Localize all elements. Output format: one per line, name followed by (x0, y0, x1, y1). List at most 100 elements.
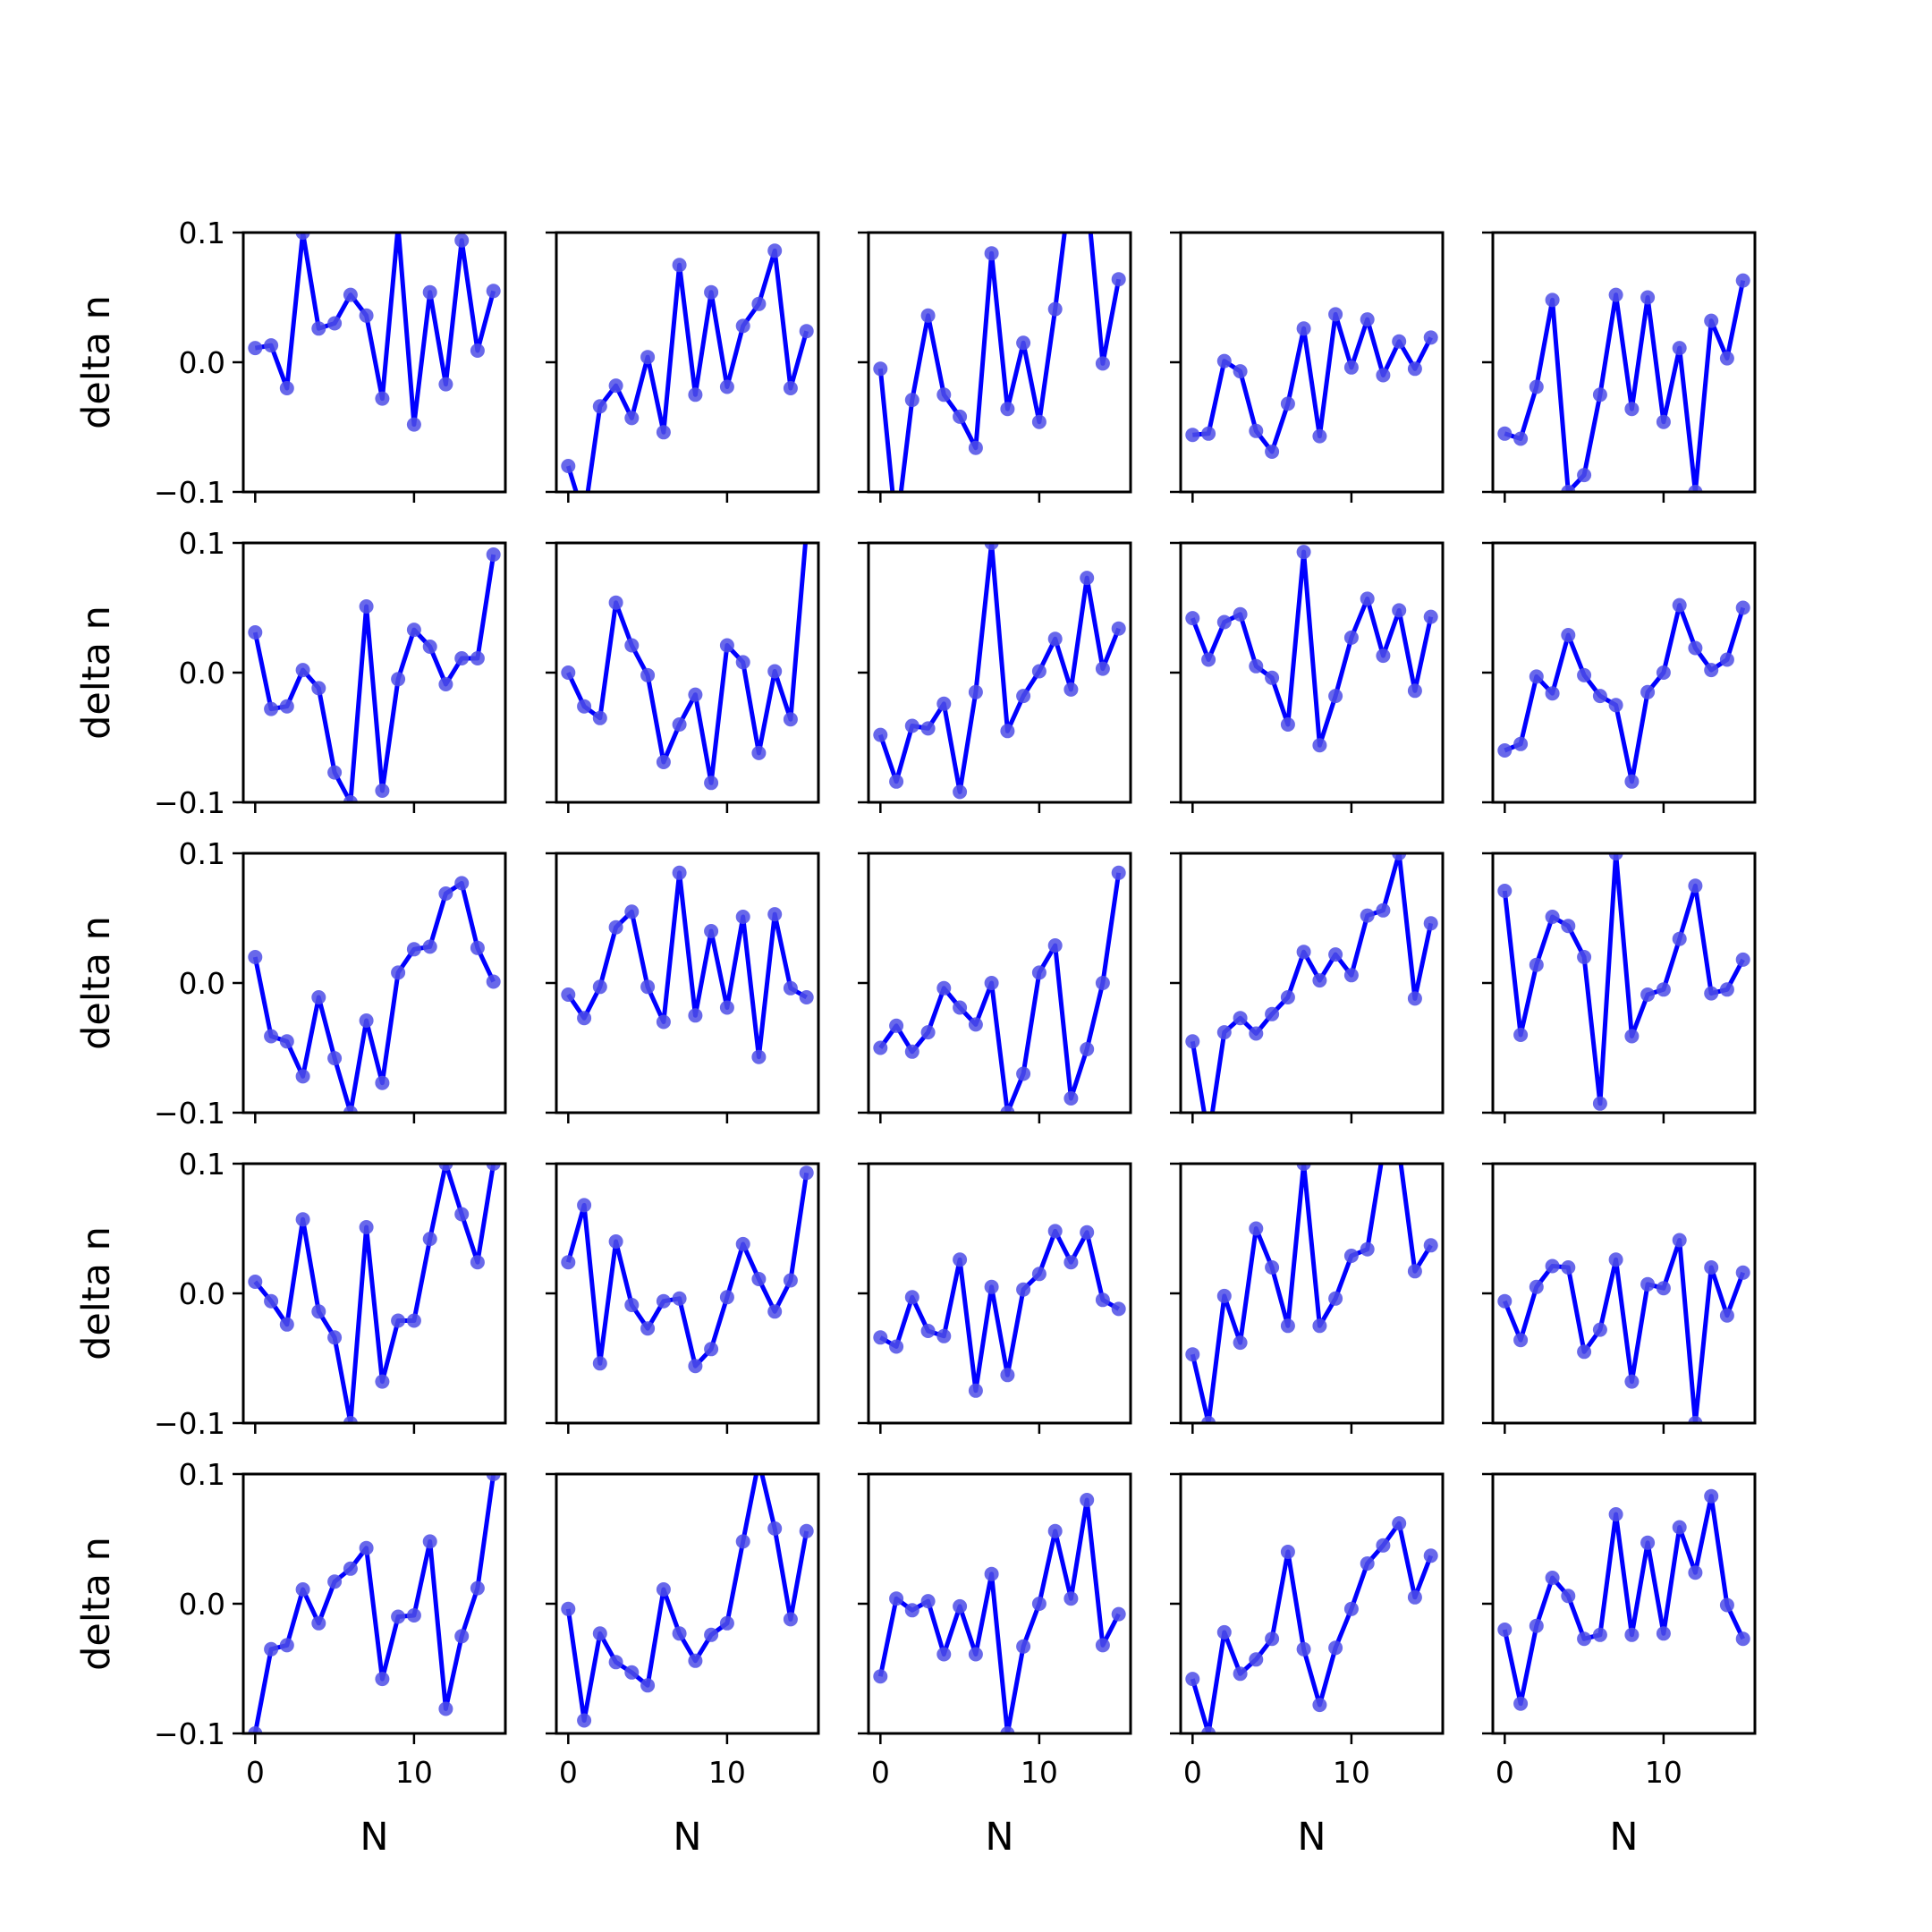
data-point (1111, 865, 1126, 880)
data-point (375, 391, 390, 406)
data-point (1095, 661, 1110, 676)
subplot-r2-c0: 0.1 0.0 −0.1 delta n (74, 836, 507, 1131)
subplot-grid: 0.1 0.0 −0.1 delta n 0.1 0.0 −0.1 delta n 0.1 0.0… (74, 216, 1757, 1860)
data-point (904, 393, 919, 408)
data-point (438, 1701, 453, 1716)
data-point (1423, 609, 1438, 624)
data-point (1529, 1279, 1544, 1294)
x-axis-label: N (1609, 1815, 1638, 1860)
subplot-r0-c2 (858, 231, 1132, 503)
data-point (1249, 423, 1264, 438)
series-line (877, 1497, 1121, 1733)
data-point (1201, 1726, 1216, 1733)
data-point (327, 765, 343, 780)
data-point (1280, 1318, 1295, 1334)
data-point (248, 341, 263, 356)
data-point (704, 284, 719, 300)
data-point (719, 1290, 734, 1305)
series-line (254, 233, 496, 428)
data-point (953, 1000, 968, 1015)
data-point (359, 1013, 374, 1028)
subplot-r1-c2 (858, 541, 1132, 813)
subplot-r3-c0: 0.1 0.0 −0.1 delta n (74, 1147, 507, 1441)
data-point (391, 1313, 406, 1328)
data-point (984, 1279, 999, 1294)
data-point (470, 940, 485, 955)
series-line (252, 554, 496, 802)
data-point (1656, 1281, 1671, 1296)
data-point (1047, 1523, 1063, 1538)
subplot-r4-c1: 0 10N (546, 1472, 820, 1860)
data-point (1704, 313, 1719, 328)
data-point (592, 979, 607, 995)
data-point (624, 638, 640, 653)
x-axis-label: N (1297, 1815, 1326, 1860)
data-point (343, 1416, 358, 1423)
data-point (1000, 1106, 1015, 1113)
data-point (1640, 684, 1656, 699)
data-point (391, 1609, 406, 1624)
data-point (1392, 334, 1407, 349)
data-point (454, 1207, 470, 1222)
data-point (920, 1025, 936, 1040)
data-point (1111, 621, 1126, 636)
data-point (391, 965, 406, 980)
data-point (719, 1000, 734, 1015)
data-point (672, 865, 687, 880)
data-point (1423, 1548, 1438, 1563)
data-point (624, 1665, 640, 1680)
data-point (343, 1561, 358, 1576)
data-point (1265, 670, 1280, 685)
data-point (1031, 414, 1046, 429)
data-point (1016, 1639, 1031, 1654)
data-point (1577, 468, 1592, 483)
data-point (1624, 402, 1640, 417)
series-line (1502, 1494, 1745, 1707)
data-point (1185, 611, 1200, 626)
data-point (1296, 1641, 1311, 1657)
data-point (873, 361, 888, 377)
data-point (375, 1374, 390, 1389)
data-point (422, 939, 437, 954)
data-point (1233, 364, 1248, 379)
data-point (1688, 485, 1703, 492)
data-point (1016, 1066, 1031, 1081)
data-point (1407, 1264, 1422, 1279)
data-point (592, 710, 607, 725)
data-point (1343, 968, 1359, 983)
data-point (406, 1608, 421, 1623)
data-point (1201, 652, 1216, 667)
data-point (783, 1273, 798, 1288)
data-point (1343, 630, 1359, 645)
data-point (279, 381, 294, 395)
data-point (719, 638, 734, 653)
subplot-r1-c3 (1170, 541, 1445, 813)
data-point (1328, 947, 1343, 962)
subplot-r3-c2 (858, 1162, 1132, 1434)
data-point (1656, 1626, 1671, 1641)
data-point (873, 1040, 888, 1055)
data-point (1561, 485, 1576, 492)
data-point (327, 1051, 343, 1066)
series-line (566, 870, 808, 1060)
data-point (1735, 273, 1750, 288)
data-point (1656, 414, 1671, 429)
data-point (751, 745, 767, 760)
data-point (248, 625, 263, 640)
y-tick-label: 0.1 (179, 836, 225, 871)
data-point (343, 795, 358, 802)
subplot-r3-c3 (1170, 1162, 1445, 1434)
data-point (1529, 379, 1544, 394)
x-axis-label: N (985, 1815, 1013, 1860)
data-point (1216, 614, 1232, 630)
data-point (1497, 743, 1513, 758)
data-point (1735, 600, 1750, 615)
data-point (1640, 1535, 1656, 1550)
data-point (375, 784, 390, 798)
data-point (592, 399, 607, 414)
data-point (1249, 1652, 1264, 1667)
data-point (454, 233, 470, 248)
data-point (735, 1236, 750, 1251)
data-point (889, 774, 904, 789)
data-point (1735, 952, 1750, 967)
